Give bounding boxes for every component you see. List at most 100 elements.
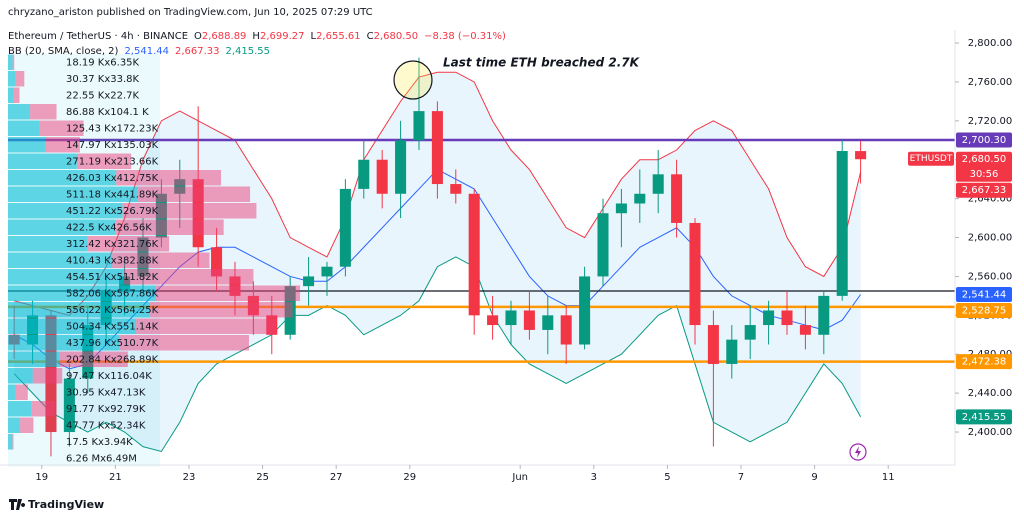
publisher-line: chryzano_ariston published on TradingVie… [8, 7, 373, 18]
profile-up-bar [8, 351, 60, 367]
profile-label: 312.42 Kx321.76K [66, 239, 159, 250]
price-tag [956, 409, 1012, 425]
indicator-value: 2,415.55 [226, 46, 271, 57]
price-tag [956, 151, 1012, 182]
ohlc-key: O [194, 31, 202, 42]
x-tick-label: 5 [664, 472, 670, 483]
footer-text: TradingView [28, 498, 104, 511]
candle-body [450, 184, 462, 194]
candle-body [376, 159, 388, 194]
profile-up-bar [8, 120, 40, 136]
profile-down-bar [87, 236, 170, 252]
profile-down-bar [31, 401, 55, 417]
alert-bolt [855, 446, 861, 458]
x-tick-label: Jun [511, 472, 528, 483]
logo-mark [9, 499, 26, 510]
y-tick-label: 2,600.00 [968, 233, 1013, 244]
profile-down-bar [59, 351, 128, 367]
profile-label: 454.51 Kx511.82K [66, 272, 159, 283]
y-tick-label: 2,440.00 [968, 388, 1013, 399]
price-tag [956, 132, 1012, 148]
profile-up-bar [8, 71, 16, 87]
candle-body [339, 188, 351, 267]
profile-up-bar [8, 401, 32, 417]
profile-down-bar [112, 252, 210, 268]
candle-body [303, 276, 315, 287]
profile-up-bar [8, 104, 31, 120]
profile-down-bar [136, 318, 277, 334]
candle-body [597, 213, 609, 277]
candle-body [579, 276, 591, 345]
profile-up-bar [8, 203, 123, 219]
y-tick-label: 2,760.00 [968, 77, 1013, 88]
candle-body [652, 174, 664, 194]
profile-up-bar [8, 54, 13, 70]
profile-down-bar [149, 302, 293, 318]
price-tag-label: 2,667.33 [962, 185, 1007, 196]
profile-down-bar [15, 71, 25, 87]
profile-label: 125.43 Kx172.23K [66, 123, 159, 134]
y-tick-label: 2,800.00 [968, 38, 1013, 49]
profile-label: 86.88 Kx104.1 K [66, 107, 149, 118]
indicator-value: 2,667.33 [175, 46, 220, 57]
ohlc-key: L [310, 31, 316, 42]
x-tick-label: 27 [330, 472, 343, 483]
price-tag-label: 2,528.75 [962, 305, 1007, 316]
candle-body [707, 325, 719, 364]
profile-label: 30.95 Kx47.13K [66, 387, 146, 398]
profile-down-bar [12, 434, 14, 450]
indicator-name: BB (20, SMA, close, 2) [8, 46, 119, 57]
ohlc-value: 2,680.50 [374, 31, 419, 42]
price-tag [956, 286, 1012, 302]
candle-body [321, 266, 333, 277]
candle-body [818, 295, 830, 335]
candle-body [726, 339, 738, 364]
profile-label: 91.77 Kx92.79K [66, 404, 146, 415]
profile-label: 18.19 Kx6.35K [66, 57, 140, 68]
profile-label: 422.5 Kx426.56K [66, 222, 152, 233]
price-tag [956, 302, 1012, 318]
x-tick-label: 29 [403, 472, 416, 483]
profile-up-bar [8, 137, 46, 153]
bb-lower [13, 256, 862, 453]
profile-down-bar [20, 417, 34, 433]
candle-body [744, 325, 756, 340]
x-tick-label: 19 [35, 472, 48, 483]
change: −8.38 (−0.31%) [424, 31, 506, 42]
symbol-tag-label: ETHUSDT [910, 154, 953, 164]
profile-up-bar [8, 368, 33, 384]
candle-body [174, 179, 186, 194]
x-tick-label: 11 [882, 472, 895, 483]
candle-body [358, 159, 370, 189]
symbol-header: Ethereum / TetherUS · 4h · BINANCE O2,688… [8, 31, 506, 42]
profile-label: 202.84 Kx268.89K [66, 354, 159, 365]
candle-body [63, 378, 75, 433]
profile-down-bar [39, 120, 84, 136]
profile-up-bar [8, 302, 150, 318]
candle-body [799, 325, 811, 335]
indicator-header: BB (20, SMA, close, 2) 2,541.44 2,667.33 2,… [8, 46, 270, 57]
ohlc-value: 2,655.61 [316, 31, 361, 42]
profile-down-bar [122, 203, 257, 219]
profile-down-bar [15, 384, 28, 400]
ohlc-value: 2,699.27 [260, 31, 305, 42]
profile-down-bar [30, 104, 57, 120]
candle-body [431, 111, 443, 185]
ohlc-key: H [252, 31, 260, 42]
profile-down-bar [155, 285, 301, 301]
profile-total: 6.26 Mx6.49M [66, 453, 137, 464]
profile-down-bar [119, 335, 249, 351]
profile-label: 97.47 Kx116.04K [66, 371, 152, 382]
candle-body [413, 111, 425, 141]
x-tick-label: 21 [109, 472, 122, 483]
candle-body [671, 174, 683, 223]
profile-label: 451.22 Kx526.79K [66, 206, 159, 217]
annotation: Last time ETH breached 2.7K [443, 56, 641, 70]
candle-body [211, 247, 223, 277]
candle-body [505, 310, 517, 326]
profile-up-bar [8, 285, 156, 301]
ohlc-value: 2,688.89 [202, 31, 247, 42]
candle-body [395, 140, 407, 194]
profile-label: 504.34 Kx551.14K [66, 321, 159, 332]
profile-down-bar [115, 219, 224, 235]
